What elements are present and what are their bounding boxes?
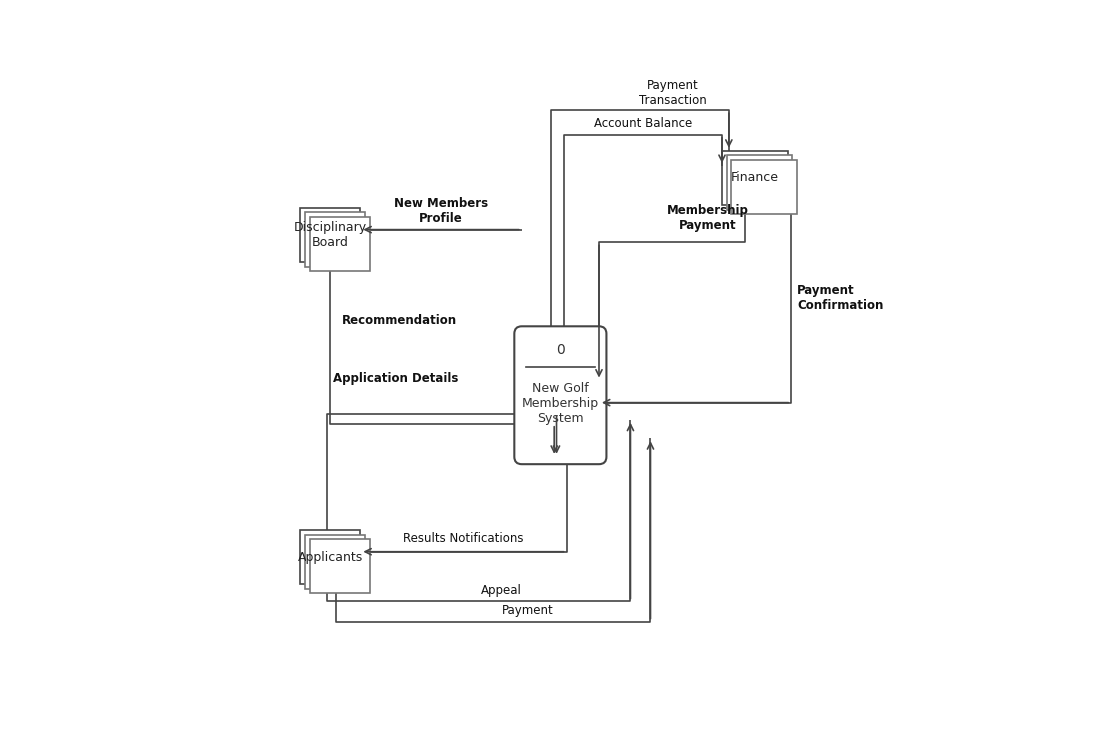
Text: Finance: Finance <box>731 172 779 184</box>
Text: Applicants: Applicants <box>298 551 363 564</box>
FancyBboxPatch shape <box>722 151 788 205</box>
FancyBboxPatch shape <box>726 155 792 210</box>
FancyBboxPatch shape <box>304 534 365 589</box>
Text: 0: 0 <box>556 343 565 357</box>
Text: Payment
Transaction: Payment Transaction <box>640 80 707 108</box>
FancyBboxPatch shape <box>300 530 360 584</box>
Text: Account Balance: Account Balance <box>593 117 692 130</box>
FancyBboxPatch shape <box>514 326 607 464</box>
Text: Disciplinary
Board: Disciplinary Board <box>293 221 367 249</box>
FancyBboxPatch shape <box>300 208 360 262</box>
Text: Payment: Payment <box>502 604 554 617</box>
FancyBboxPatch shape <box>731 160 797 214</box>
Text: Appeal: Appeal <box>481 584 522 597</box>
FancyBboxPatch shape <box>310 539 369 594</box>
FancyBboxPatch shape <box>304 212 365 267</box>
FancyBboxPatch shape <box>310 217 369 271</box>
Text: Results Notifications: Results Notifications <box>403 532 524 545</box>
Text: New Members
Profile: New Members Profile <box>395 197 488 225</box>
Text: Application Details: Application Details <box>333 372 458 385</box>
Text: Recommendation: Recommendation <box>342 314 457 327</box>
Text: Payment
Confirmation: Payment Confirmation <box>797 284 884 312</box>
Text: Membership
Payment: Membership Payment <box>667 204 748 232</box>
Text: New Golf
Membership
System: New Golf Membership System <box>522 383 599 425</box>
